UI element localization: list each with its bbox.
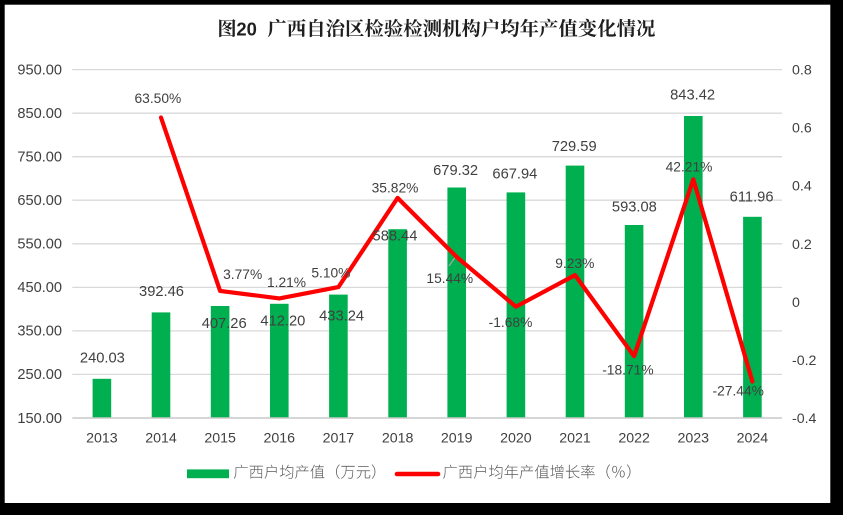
svg-text:588.44: 588.44 <box>373 229 418 245</box>
svg-text:729.59: 729.59 <box>552 139 597 155</box>
svg-text:843.42: 843.42 <box>670 88 715 104</box>
svg-text:2023: 2023 <box>678 431 710 447</box>
svg-text:250.00: 250.00 <box>17 367 62 383</box>
svg-text:150.00: 150.00 <box>17 411 62 427</box>
svg-text:350.00: 350.00 <box>17 324 62 340</box>
svg-text:2019: 2019 <box>441 431 473 447</box>
svg-text:-18.71%: -18.71% <box>602 362 653 377</box>
svg-text:2021: 2021 <box>559 431 591 447</box>
svg-text:0.8: 0.8 <box>792 63 812 79</box>
svg-text:650.00: 650.00 <box>17 193 62 209</box>
svg-text:-1.68%: -1.68% <box>489 315 533 330</box>
svg-text:5.10%: 5.10% <box>311 266 350 281</box>
svg-text:9.23%: 9.23% <box>555 256 594 271</box>
svg-text:2017: 2017 <box>323 431 355 447</box>
svg-text:2024: 2024 <box>737 431 769 447</box>
svg-text:412.20: 412.20 <box>260 313 305 329</box>
svg-text:1.21%: 1.21% <box>267 275 306 290</box>
svg-text:0.4: 0.4 <box>792 179 812 195</box>
svg-text:42.21%: 42.21% <box>666 159 713 174</box>
svg-text:2018: 2018 <box>382 431 414 447</box>
svg-text:63.50%: 63.50% <box>135 91 182 106</box>
svg-text:433.24: 433.24 <box>319 309 364 325</box>
svg-text:2015: 2015 <box>204 431 236 447</box>
svg-text:407.26: 407.26 <box>202 316 247 332</box>
svg-text:-27.44%: -27.44% <box>713 383 764 398</box>
svg-text:950.00: 950.00 <box>17 62 62 78</box>
svg-text:611.96: 611.96 <box>730 190 774 206</box>
svg-text:2016: 2016 <box>264 431 296 447</box>
svg-text:850.00: 850.00 <box>17 106 62 122</box>
svg-text:15.44%: 15.44% <box>426 271 473 286</box>
svg-text:-0.2: -0.2 <box>792 353 817 369</box>
svg-text:750.00: 750.00 <box>17 150 62 166</box>
svg-text:0: 0 <box>792 295 800 311</box>
svg-text:240.03: 240.03 <box>80 351 125 367</box>
svg-text:3.77%: 3.77% <box>223 267 262 282</box>
svg-text:0.6: 0.6 <box>792 121 812 137</box>
svg-text:450.00: 450.00 <box>17 280 62 296</box>
svg-text:2014: 2014 <box>145 431 177 447</box>
svg-text:0.2: 0.2 <box>792 237 812 253</box>
svg-text:679.32: 679.32 <box>433 163 478 179</box>
svg-text:392.46: 392.46 <box>139 284 184 300</box>
svg-text:2020: 2020 <box>500 431 532 447</box>
svg-text:35.82%: 35.82% <box>372 181 419 196</box>
svg-text:550.00: 550.00 <box>17 237 62 253</box>
svg-text:-0.4: -0.4 <box>792 411 817 427</box>
svg-text:667.94: 667.94 <box>492 166 537 182</box>
svg-text:593.08: 593.08 <box>612 200 657 216</box>
svg-text:20: 20 <box>236 19 256 40</box>
svg-text:2022: 2022 <box>618 431 650 447</box>
svg-text:2013: 2013 <box>86 431 118 447</box>
